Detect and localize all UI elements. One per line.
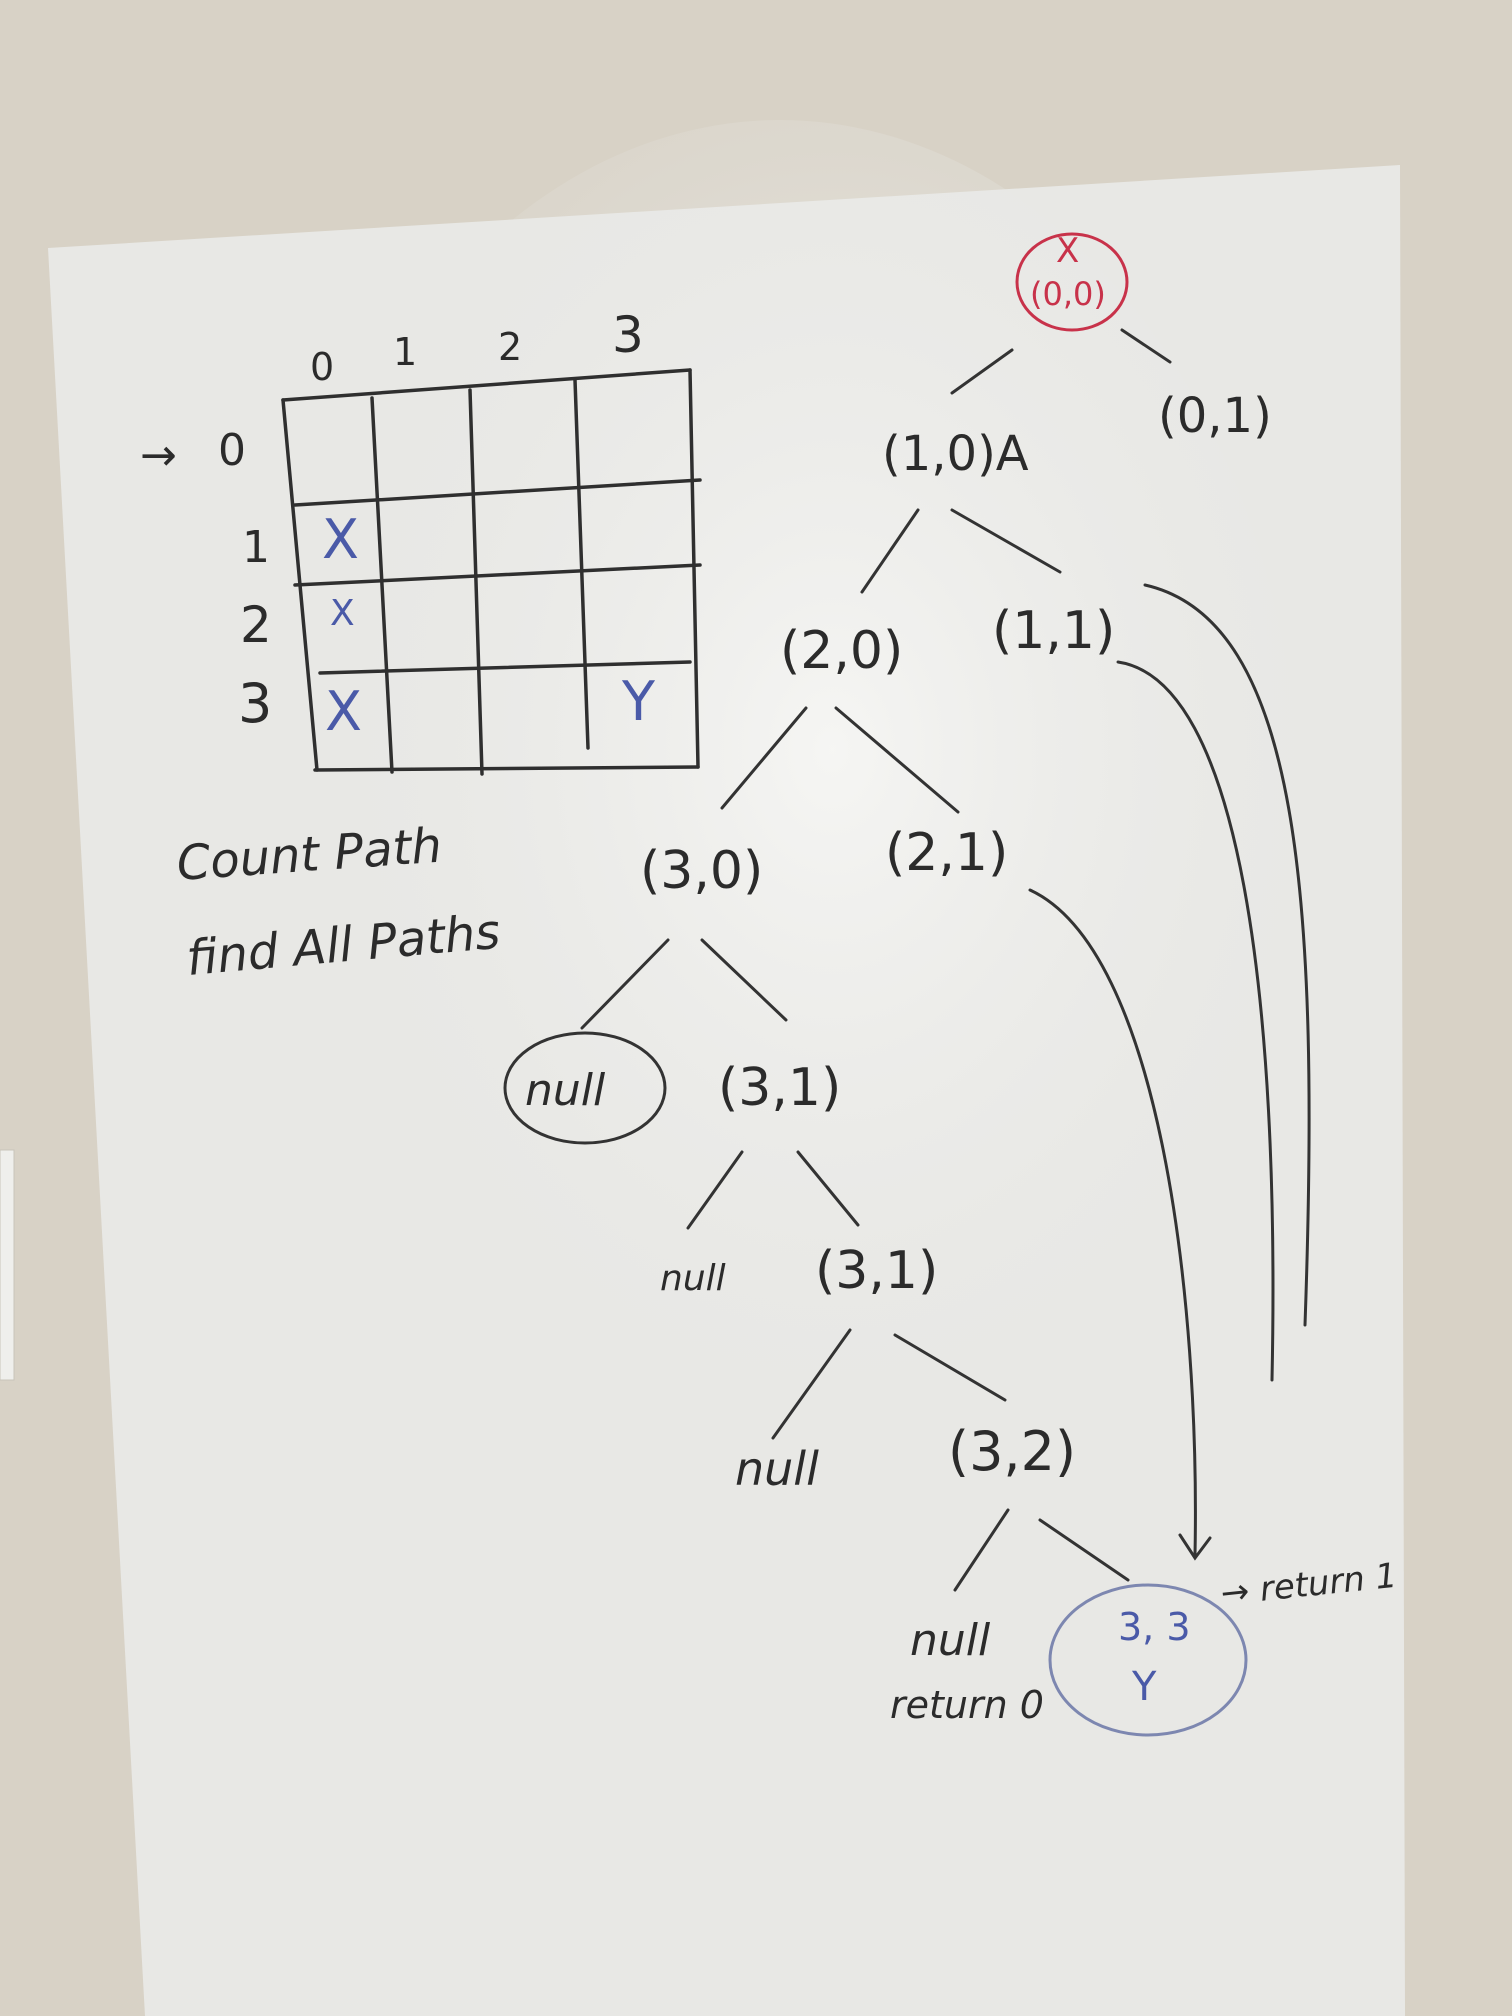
- target-cell-mark: Y: [621, 670, 656, 733]
- tree-node: (2,1): [885, 823, 1008, 883]
- target-circle: [1048, 1583, 1248, 1737]
- blocked-cell-mark: X: [322, 508, 359, 571]
- target-node: 3, 3: [1118, 1605, 1191, 1649]
- root-circle: [1015, 232, 1129, 332]
- start-arrow: →: [140, 430, 177, 481]
- tree-node: (3,1): [718, 1058, 841, 1118]
- col-label: 1: [393, 330, 417, 374]
- tree-node: (3,2): [948, 1420, 1076, 1483]
- tree-node: (3,1): [815, 1241, 938, 1301]
- root-node: (0,0): [1030, 275, 1106, 313]
- tree-node: (1,1): [992, 601, 1115, 661]
- row-label: 0: [218, 425, 246, 476]
- glare: [260, 120, 1300, 1520]
- row-label: 2: [240, 596, 272, 654]
- wall-switch: [0, 1149, 15, 1381]
- tree-node: (1,0)A: [882, 426, 1029, 482]
- row-label: 3: [238, 672, 272, 735]
- tree-nodes: X (0,0) (0,1) (1,0)A (2,0) (1,1) (3,0) (…: [503, 231, 1399, 1737]
- target-mark: Y: [1131, 1664, 1157, 1710]
- null-node: null: [735, 1442, 819, 1496]
- null-node: null: [525, 1065, 606, 1116]
- root-mark: X: [1056, 231, 1079, 271]
- blocked-cell-mark: X: [330, 593, 355, 634]
- col-label: 3: [612, 306, 644, 364]
- return-zero-label: return 0: [890, 1683, 1044, 1727]
- null-circle: [503, 1031, 667, 1145]
- grid-cells: X X X Y: [322, 508, 656, 743]
- null-node: null: [660, 1258, 726, 1299]
- grid-labels: 0 1 2 3 → 0 1 2 3: [140, 306, 644, 735]
- tree-node: (3,0): [640, 841, 763, 901]
- col-label: 2: [498, 325, 522, 369]
- blocked-cell-mark: X: [325, 680, 362, 743]
- row-label: 1: [242, 522, 270, 573]
- tree-edges: [580, 328, 1311, 1592]
- tree-node: (2,0): [780, 621, 903, 681]
- tree-node: (0,1): [1158, 388, 1272, 444]
- null-node: null: [910, 1615, 991, 1666]
- col-label: 0: [310, 345, 334, 389]
- grid: [281, 368, 702, 776]
